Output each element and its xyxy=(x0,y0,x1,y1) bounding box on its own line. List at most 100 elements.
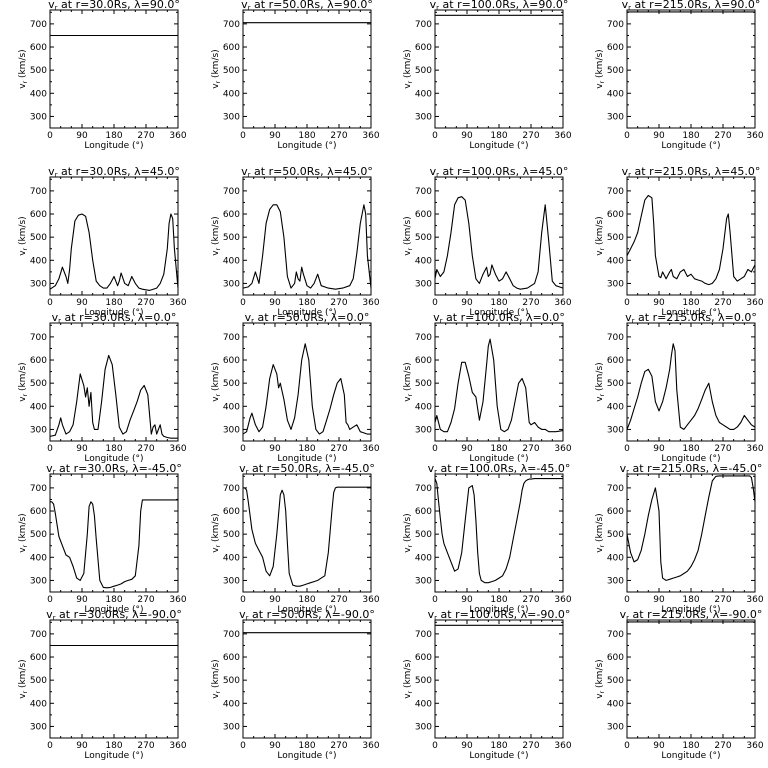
y-tick-label: 300 xyxy=(30,576,47,586)
series-line xyxy=(434,196,564,290)
chart-panel: vr at r=100.0Rs, λ=0.0° 0 90 180 270 360 300 40… xyxy=(403,311,572,464)
x-tick-label: 360 xyxy=(554,444,571,454)
y-axis-label: vr (km/s) xyxy=(211,659,222,698)
y-axis-label: vr (km/s) xyxy=(211,362,222,401)
y-axis-label: vr (km/s) xyxy=(18,216,29,255)
x-tick-label: 360 xyxy=(169,444,186,454)
y-tick-label: 500 xyxy=(223,676,240,686)
x-axis-label: Longitude (°) xyxy=(469,308,528,318)
x-tick-label: 180 xyxy=(682,741,699,751)
x-tick-label: 180 xyxy=(490,298,507,308)
y-tick-label: 300 xyxy=(415,722,432,732)
plot-frame xyxy=(434,322,564,442)
x-tick-label: 360 xyxy=(362,298,379,308)
x-tick-label: 0 xyxy=(47,298,53,308)
chart-title: vr at r=30.0Rs, λ=-90.0° xyxy=(46,608,182,622)
y-axis-label: vr (km/s) xyxy=(403,216,414,255)
x-tick-label: 360 xyxy=(362,444,379,454)
y-tick-label: 400 xyxy=(607,699,624,709)
y-tick-label: 300 xyxy=(607,279,624,289)
chart-title: vr at r=215.0Rs, λ=0.0° xyxy=(625,311,757,325)
chart-panel: vr at r=100.0Rs, λ=45.0° 0 90 180 270 360 300 4… xyxy=(403,165,572,318)
y-tick-label: 500 xyxy=(415,379,432,389)
x-tick-label: 90 xyxy=(653,444,665,454)
series-line xyxy=(49,354,178,439)
y-tick-label: 600 xyxy=(223,507,240,517)
x-axis-label: Longitude (°) xyxy=(277,454,336,464)
x-axis-label: Longitude (°) xyxy=(661,454,720,464)
y-tick-label: 400 xyxy=(223,256,240,266)
y-tick-label: 700 xyxy=(30,630,47,640)
chart-panel: vr at r=50.0Rs, λ=0.0° 0 90 180 270 360 300 400… xyxy=(211,311,380,464)
x-tick-label: 90 xyxy=(76,741,88,751)
x-tick-label: 180 xyxy=(682,595,699,605)
y-tick-label: 700 xyxy=(30,484,47,494)
y-tick-label: 400 xyxy=(415,89,432,99)
plot-frame xyxy=(49,619,179,739)
x-tick-label: 90 xyxy=(269,595,281,605)
y-axis-label: vr (km/s) xyxy=(403,49,414,88)
series-line xyxy=(243,486,371,587)
y-tick-label: 300 xyxy=(30,112,47,122)
x-tick-label: 90 xyxy=(76,131,88,141)
chart-panel: vr at r=215.0Rs, λ=90.0° 0 90 180 270 360 300 4… xyxy=(595,0,764,151)
y-tick-label: 400 xyxy=(223,699,240,709)
series-line xyxy=(626,343,756,430)
x-tick-label: 90 xyxy=(653,595,665,605)
chart-panel: vr at r=30.0Rs, λ=0.0° 0 90 180 270 360 300 400… xyxy=(18,311,187,464)
y-tick-label: 400 xyxy=(415,699,432,709)
y-tick-label: 500 xyxy=(607,379,624,389)
x-axis-label: Longitude (°) xyxy=(661,141,720,151)
chart-panel: vr at r=215.0Rs, λ=0.0° 0 90 180 270 360 300 40… xyxy=(595,311,764,464)
y-tick-label: 700 xyxy=(415,187,432,197)
x-axis-label: Longitude (°) xyxy=(277,308,336,318)
chart-panel: vr at r=50.0Rs, λ=90.0° 0 90 180 270 360 300 40… xyxy=(211,0,380,151)
y-tick-label: 300 xyxy=(30,279,47,289)
x-tick-label: 0 xyxy=(240,298,246,308)
x-tick-label: 360 xyxy=(169,595,186,605)
y-tick-label: 700 xyxy=(223,630,240,640)
x-tick-label: 90 xyxy=(76,595,88,605)
y-tick-label: 600 xyxy=(223,43,240,53)
y-axis-label: vr (km/s) xyxy=(595,362,606,401)
plot-frame xyxy=(242,322,372,442)
y-tick-label: 600 xyxy=(223,356,240,366)
y-tick-label: 600 xyxy=(607,210,624,220)
x-tick-label: 180 xyxy=(490,131,507,141)
x-tick-label: 90 xyxy=(269,298,281,308)
chart-title: vr at r=215.0Rs, λ=-45.0° xyxy=(620,462,763,476)
y-axis-label: vr (km/s) xyxy=(403,362,414,401)
chart-title: vr at r=50.0Rs, λ=-45.0° xyxy=(239,462,375,476)
y-tick-label: 700 xyxy=(607,187,624,197)
chart-title: vr at r=50.0Rs, λ=90.0° xyxy=(241,0,373,12)
y-tick-label: 300 xyxy=(223,576,240,586)
y-tick-label: 300 xyxy=(223,425,240,435)
y-tick-label: 700 xyxy=(607,20,624,30)
chart-panel: vr at r=30.0Rs, λ=90.0° 0 90 180 270 360 300 40… xyxy=(18,0,187,151)
x-tick-label: 180 xyxy=(682,298,699,308)
chart-panel: vr at r=50.0Rs, λ=45.0° 0 90 180 270 360 300 40… xyxy=(211,165,380,318)
x-axis-label: Longitude (°) xyxy=(661,308,720,318)
plot-frame xyxy=(626,9,756,129)
y-tick-label: 400 xyxy=(607,89,624,99)
y-tick-label: 300 xyxy=(607,112,624,122)
x-tick-label: 90 xyxy=(461,595,473,605)
x-tick-label: 360 xyxy=(169,131,186,141)
x-tick-label: 0 xyxy=(432,298,438,308)
x-axis-label: Longitude (°) xyxy=(277,751,336,761)
x-tick-label: 180 xyxy=(105,298,122,308)
series-line xyxy=(434,478,563,584)
y-axis-label: vr (km/s) xyxy=(211,216,222,255)
chart-title: vr at r=100.0Rs, λ=-90.0° xyxy=(428,608,571,622)
x-tick-label: 270 xyxy=(330,741,347,751)
x-tick-label: 180 xyxy=(682,131,699,141)
x-tick-label: 360 xyxy=(746,595,763,605)
series-line xyxy=(242,204,372,290)
series-line xyxy=(626,475,756,581)
x-tick-label: 0 xyxy=(240,131,246,141)
x-tick-label: 0 xyxy=(432,741,438,751)
y-tick-label: 700 xyxy=(607,333,624,343)
y-tick-label: 600 xyxy=(223,210,240,220)
x-tick-label: 0 xyxy=(624,595,630,605)
x-tick-label: 270 xyxy=(330,131,347,141)
